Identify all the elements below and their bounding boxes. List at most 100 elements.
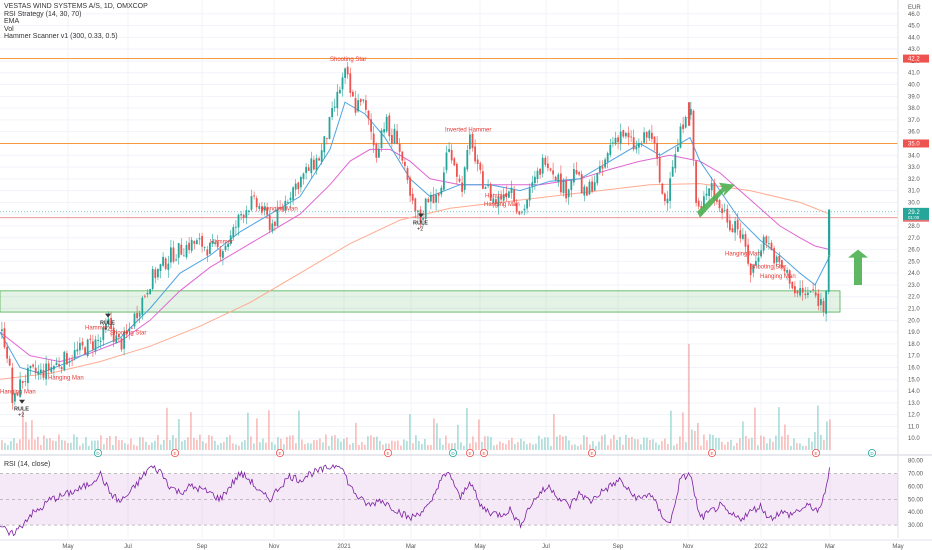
candle-body (599, 166, 601, 172)
earnings-marker[interactable]: E (479, 448, 488, 457)
candle-body (42, 370, 45, 378)
candle-body (729, 220, 731, 231)
earnings-marker[interactable]: E (465, 448, 474, 457)
volume-bar (715, 437, 717, 450)
earnings-marker[interactable]: E (588, 448, 597, 457)
event-label: E (814, 451, 817, 456)
candle-body (123, 332, 125, 349)
indicator-rsi-strategy[interactable]: RSI Strategy (14, 30, 70) (4, 10, 82, 18)
price-tick-label: 15.0 (908, 377, 920, 383)
volume-bar (178, 418, 180, 450)
earnings-marker[interactable]: E (383, 448, 392, 457)
dividend-marker[interactable]: D (868, 448, 877, 457)
volume-bar (109, 436, 111, 450)
volume-bar (517, 442, 519, 450)
dividend-marker[interactable]: D (94, 448, 103, 457)
candle-body (362, 99, 365, 101)
candle-body (1, 329, 3, 331)
candle-body (770, 242, 773, 251)
volume-bar (730, 439, 732, 450)
candle-body (154, 269, 157, 279)
candle-body (523, 208, 526, 211)
candle-body (175, 259, 177, 261)
earnings-marker[interactable]: E (812, 448, 821, 457)
volume-bar (367, 436, 369, 450)
volume-bar (124, 443, 126, 450)
candle-body (588, 181, 591, 195)
candle-body (55, 362, 58, 366)
price-tick-label: 30.0 (908, 200, 920, 206)
volume-bar (55, 441, 57, 450)
volume-bar (523, 441, 525, 450)
pattern-labels: Shooting Star Inverted Hammer Hammer Hangin… (0, 57, 796, 419)
rsi-pane[interactable]: 30.00 40.00 50.00 60.00 70.00 80.00 (0, 459, 924, 537)
price-tick-label: 37.0 (908, 118, 920, 124)
rule-value: +2 (18, 413, 24, 419)
candle-body (274, 221, 276, 226)
candle-body (580, 174, 583, 194)
volume-bar (238, 445, 240, 450)
volume-bar (559, 434, 561, 450)
rule-triangle-icon (105, 313, 111, 318)
rsi-legend[interactable]: RSI (14, close) (4, 461, 51, 468)
volume-bar (235, 444, 237, 450)
volume-bar (682, 412, 684, 450)
volume-bar (253, 443, 255, 450)
candle-body (788, 270, 791, 284)
candle-body (206, 249, 209, 256)
candle-body (209, 243, 211, 255)
indicator-hammer-scanner[interactable]: Hammer Scanner v1 (300, 0.33, 0.5) (4, 33, 118, 41)
earnings-marker[interactable]: E (708, 448, 717, 457)
candle-body (666, 198, 669, 204)
candle-body (211, 241, 214, 244)
time-axis[interactable]: May Jul Sep Nov 2021 Mar May Jul Sep Nov 2022 Mar Ma… (0, 539, 932, 550)
time-tick-label: May (892, 544, 903, 550)
volume-bar (70, 442, 72, 450)
volume-bar (322, 442, 324, 450)
volume-bar (463, 445, 465, 450)
volume-bar (349, 444, 351, 450)
candle-body (198, 238, 201, 240)
volume-bar (280, 438, 282, 450)
price-axis[interactable]: EUR 10.0 11.0 12.0 13.0 14.0 15.0 16.0 17.0 18.0 1… (897, 0, 929, 538)
candle-body (97, 340, 99, 341)
volume-bar (577, 445, 579, 450)
volume-bar (244, 440, 246, 450)
candle-body (94, 339, 97, 352)
pattern-label: Shooting Star (330, 57, 366, 63)
volume-bar (352, 442, 354, 450)
volume-bar (550, 445, 552, 450)
volume-bar (397, 440, 399, 450)
earnings-marker[interactable]: E (170, 448, 179, 457)
event-label: D (451, 451, 455, 456)
dividend-marker[interactable]: D (448, 448, 457, 457)
candle-body (315, 158, 318, 171)
volume-bar (190, 412, 192, 450)
indicator-vol[interactable]: Vol (4, 25, 14, 33)
candle-body (222, 251, 224, 258)
earnings-marker[interactable]: E (275, 448, 284, 457)
volume-bar (76, 437, 78, 450)
price-tick-label: 32.0 (908, 177, 920, 183)
volume-bar (541, 439, 543, 450)
price-tick-label: 11.0 (908, 424, 920, 430)
pattern-label: Shooting Star (750, 264, 786, 270)
candle-body (721, 208, 723, 214)
indicator-ema[interactable]: EMA (4, 18, 20, 26)
volume-bar (382, 444, 384, 450)
candle-body (630, 136, 632, 138)
volume-bar (679, 436, 681, 450)
candle-body (281, 208, 284, 210)
candle-body (144, 295, 146, 297)
candle-body (24, 381, 27, 383)
candle-body (669, 178, 671, 201)
candle-body (484, 187, 487, 189)
support-zone-box (0, 290, 841, 313)
volume-bar (547, 437, 549, 450)
volume-bar (163, 440, 165, 450)
candle-body (692, 110, 695, 160)
level-badge (903, 139, 929, 148)
volume-bar (574, 444, 576, 450)
